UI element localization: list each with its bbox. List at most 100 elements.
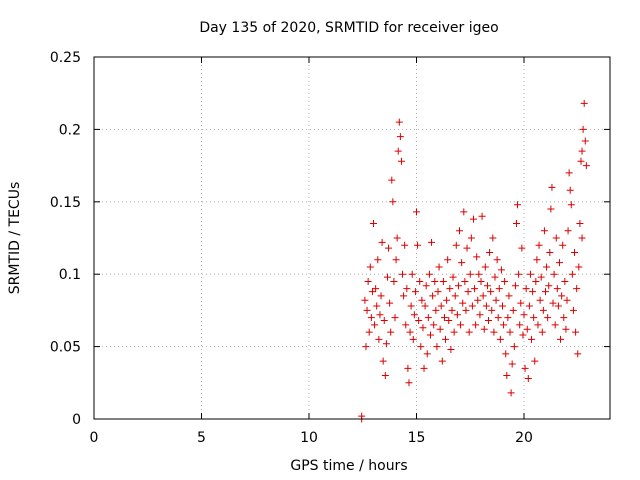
data-point	[389, 198, 397, 206]
data-point	[497, 266, 505, 274]
data-point	[561, 277, 569, 285]
data-points	[358, 99, 590, 423]
data-point	[416, 277, 424, 285]
data-point	[370, 220, 377, 228]
data-point	[566, 186, 574, 194]
data-point	[485, 317, 493, 325]
data-point	[571, 248, 579, 256]
data-point	[466, 270, 474, 278]
data-point	[444, 256, 452, 264]
data-point	[473, 253, 481, 261]
data-point	[546, 248, 554, 256]
data-point	[480, 325, 488, 333]
data-point	[434, 288, 442, 296]
data-point	[521, 364, 529, 372]
data-point	[447, 345, 455, 353]
data-point	[504, 314, 512, 322]
data-point	[517, 299, 525, 307]
data-point	[471, 285, 479, 293]
data-point	[386, 299, 394, 307]
data-point	[459, 299, 467, 307]
data-point	[432, 306, 440, 314]
data-point	[371, 321, 379, 329]
data-point	[538, 328, 546, 336]
data-point	[487, 288, 495, 296]
data-point	[501, 277, 509, 285]
data-point	[363, 306, 371, 314]
data-point	[550, 270, 558, 278]
data-point	[456, 227, 463, 235]
data-point	[502, 350, 510, 358]
data-point	[460, 208, 468, 216]
data-point	[361, 296, 369, 304]
data-point	[435, 263, 443, 271]
y-tick-label: 0.1	[59, 267, 81, 283]
data-point	[366, 263, 374, 271]
data-point	[392, 256, 400, 264]
data-point	[522, 285, 530, 293]
x-tick-label: 0	[90, 430, 99, 446]
data-point	[397, 157, 405, 165]
data-point	[580, 99, 588, 107]
data-point	[528, 335, 536, 343]
data-point	[449, 273, 457, 281]
data-point	[421, 302, 429, 310]
data-point	[400, 292, 408, 300]
data-point	[436, 325, 444, 333]
data-point	[395, 118, 403, 126]
y-tick-label: 0.15	[50, 195, 81, 211]
data-point	[512, 220, 520, 228]
data-point	[529, 288, 537, 296]
data-point	[567, 201, 575, 209]
data-point	[569, 306, 577, 314]
data-point	[488, 306, 496, 314]
data-point	[440, 314, 448, 322]
data-point	[445, 317, 453, 325]
data-point	[464, 288, 472, 296]
data-point	[453, 311, 461, 319]
data-point	[568, 270, 576, 278]
data-point	[578, 147, 586, 155]
data-point	[532, 277, 540, 285]
data-point	[380, 317, 388, 325]
data-point	[454, 282, 462, 290]
data-point	[514, 201, 522, 209]
data-point	[448, 306, 456, 314]
data-point	[524, 374, 532, 382]
chart-title: Day 135 of 2020, SRMTID for receiver ige…	[199, 20, 498, 36]
data-point	[575, 263, 583, 271]
data-point	[446, 285, 454, 293]
data-point	[509, 306, 517, 314]
data-point	[423, 350, 431, 358]
data-point	[508, 360, 516, 368]
data-point	[559, 241, 567, 249]
data-point	[439, 277, 447, 285]
data-point	[437, 302, 445, 310]
data-point	[469, 215, 477, 223]
data-point	[426, 331, 434, 339]
data-point	[450, 328, 458, 336]
data-point	[373, 302, 381, 310]
data-point	[468, 302, 476, 310]
data-point	[475, 270, 483, 278]
data-point	[403, 285, 411, 293]
data-point	[417, 343, 425, 351]
data-point	[565, 169, 573, 177]
data-point	[544, 314, 552, 322]
data-point	[539, 306, 547, 314]
data-point	[443, 296, 451, 304]
data-point	[433, 343, 441, 351]
data-point	[511, 282, 519, 290]
data-point	[383, 273, 391, 281]
data-point	[405, 379, 413, 387]
data-point	[478, 212, 486, 220]
y-tick-label: 0.05	[50, 340, 81, 356]
data-point	[404, 364, 412, 372]
data-point	[555, 259, 563, 267]
data-point	[506, 328, 514, 336]
data-point	[477, 277, 485, 285]
data-point	[422, 282, 430, 290]
data-point	[374, 256, 382, 264]
data-point	[519, 331, 527, 339]
data-point	[537, 273, 545, 281]
